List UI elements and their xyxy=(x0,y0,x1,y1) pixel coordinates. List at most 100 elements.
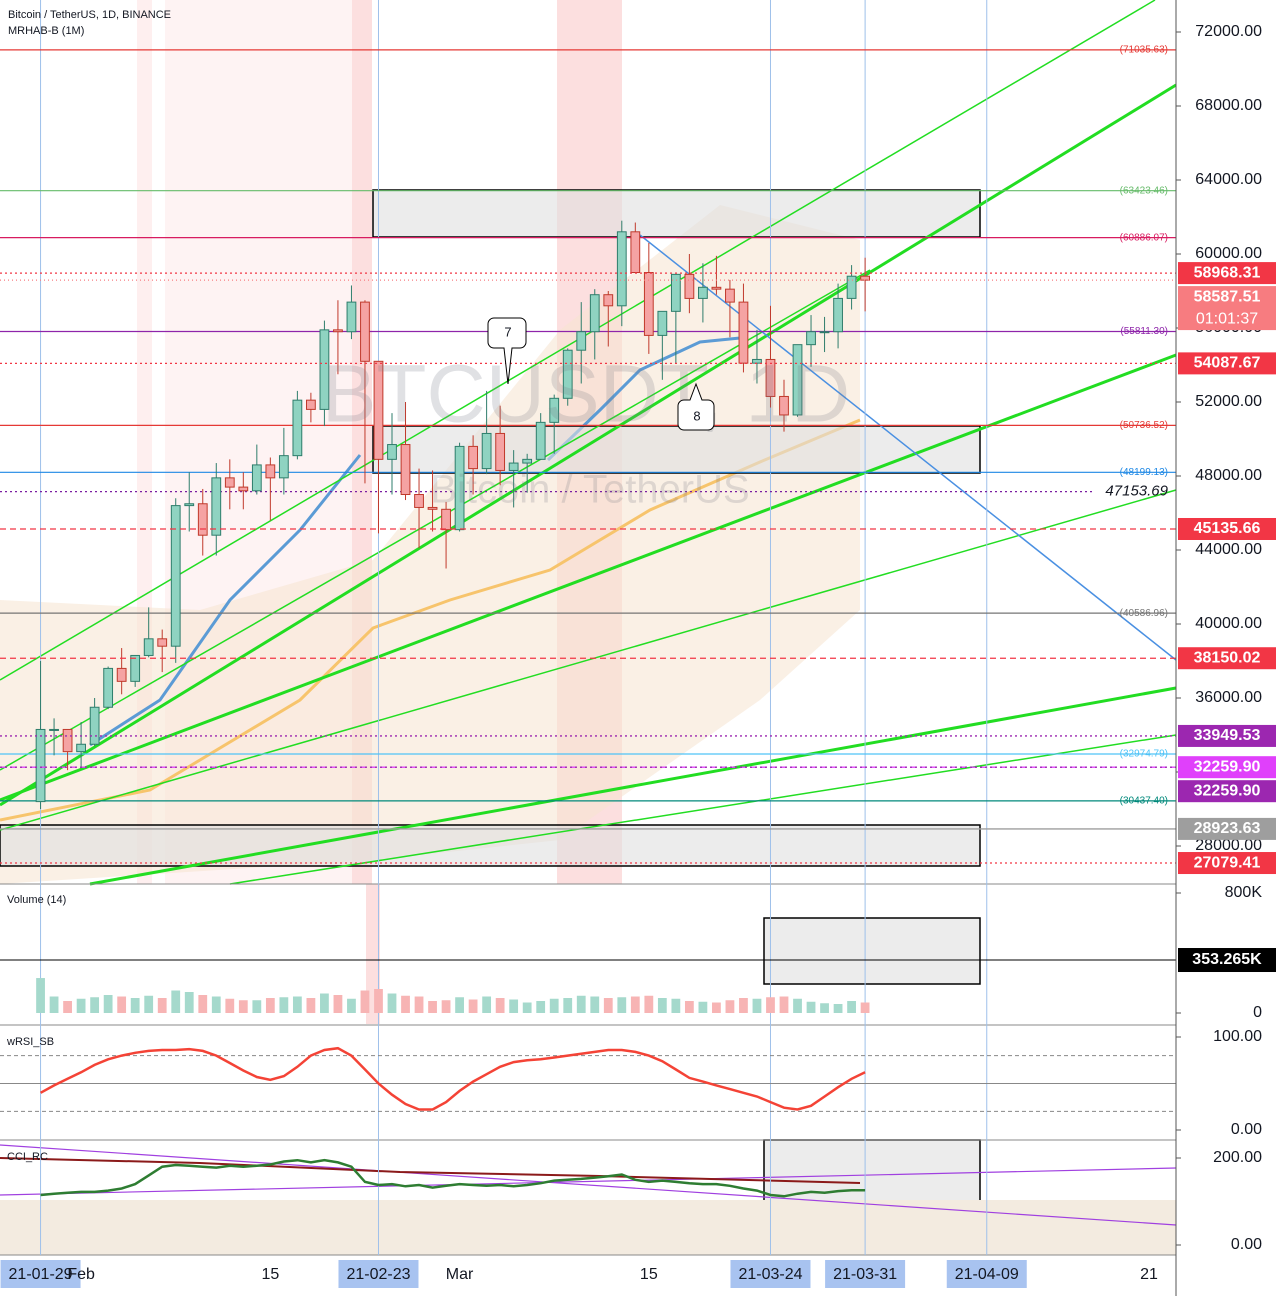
volume-bar xyxy=(820,1003,829,1013)
y-tick-label: 64000.00 xyxy=(1195,171,1262,188)
y-tick-label: 200.00 xyxy=(1213,1149,1262,1166)
candle-body xyxy=(684,273,695,299)
volume-bar xyxy=(860,1002,870,1013)
volume-bar xyxy=(320,993,329,1013)
trend-line xyxy=(0,1167,1177,1196)
volume-bar xyxy=(752,998,762,1013)
x-tick-highlight xyxy=(946,1260,1027,1288)
x-tick-label: 15 xyxy=(640,1266,658,1283)
price-label: 54087.67 xyxy=(1194,355,1261,372)
drawings xyxy=(0,0,1280,1256)
level-label: (71035.63) xyxy=(1120,44,1168,55)
candle-body xyxy=(143,638,154,656)
y-tick-label: 44000.00 xyxy=(1195,541,1262,558)
candle-body xyxy=(806,331,816,346)
x-tick-highlight xyxy=(730,1260,811,1288)
candle-body xyxy=(481,432,492,470)
volume-bar xyxy=(117,996,127,1013)
volume-bar xyxy=(455,997,464,1013)
candle-body xyxy=(197,503,208,536)
volume-bar xyxy=(698,1001,708,1013)
zone-box xyxy=(372,189,981,238)
y-tick-label: 60000.00 xyxy=(1195,245,1262,262)
level-label: (40586.96) xyxy=(1120,608,1168,619)
candle-body xyxy=(238,486,249,492)
level-label: (63423.46) xyxy=(1120,185,1168,196)
volume-bar xyxy=(630,996,640,1013)
volume-bar xyxy=(779,996,789,1013)
candle-body xyxy=(319,329,330,410)
x-tick-label: Feb xyxy=(67,1266,95,1283)
volume-bar xyxy=(806,1001,816,1013)
volume-bar xyxy=(63,1001,72,1013)
callout xyxy=(677,382,715,431)
price-label-box xyxy=(1178,647,1276,670)
candle-body xyxy=(224,477,235,488)
trend-line xyxy=(0,1144,1177,1226)
pane-title: CCI_RC xyxy=(7,1151,48,1163)
volume-bar xyxy=(252,1000,262,1013)
candle-body xyxy=(535,421,546,460)
price-label-box xyxy=(1178,817,1276,840)
price-label: 45135.66 xyxy=(1194,520,1261,537)
annotation: 7 xyxy=(504,324,511,339)
volume-bar xyxy=(495,998,505,1013)
candle-body xyxy=(62,728,73,753)
candle-body xyxy=(454,445,465,531)
volume-bar xyxy=(184,992,194,1013)
pane-title: Volume (14) xyxy=(7,894,66,906)
moving-average xyxy=(89,454,362,747)
x-tick-label: 21-01-29 xyxy=(9,1266,73,1283)
indicator-line xyxy=(39,1046,866,1111)
candle-body xyxy=(49,728,59,731)
x-tick-label: 21-02-23 xyxy=(346,1266,410,1283)
level-label: (30437.40) xyxy=(1120,796,1168,807)
volume-bar xyxy=(333,995,343,1013)
y-tick-label: 800K xyxy=(1225,884,1263,901)
volume-label-box xyxy=(1178,948,1276,973)
zone-box xyxy=(0,824,981,867)
price-label-box xyxy=(1178,756,1276,779)
y-tick-label: 0.00 xyxy=(1231,1236,1262,1253)
volume-bar xyxy=(725,1000,735,1013)
watermark-subtitle: Bitcoin / TetherUS xyxy=(430,468,749,512)
candle-body xyxy=(427,506,438,510)
marks xyxy=(0,0,1176,1255)
level-label: (48199.13) xyxy=(1120,467,1168,478)
level-label: (32974.79) xyxy=(1120,749,1168,760)
x-tick-label: 15 xyxy=(261,1266,279,1283)
volume-bar xyxy=(157,998,167,1013)
candle-body xyxy=(549,397,560,423)
candle-body xyxy=(576,331,587,351)
candle-body xyxy=(698,286,708,299)
candle-body xyxy=(468,445,478,470)
y-tick-label: 28000.00 xyxy=(1195,837,1262,854)
candle-body xyxy=(765,358,776,397)
price-label: 27079.41 xyxy=(1194,854,1261,871)
y-tick-label: 48000.00 xyxy=(1195,467,1262,484)
price-label-box xyxy=(1178,724,1276,747)
candle-body xyxy=(306,399,316,410)
volume-bar xyxy=(766,997,775,1013)
candle-body xyxy=(441,508,451,531)
volume-bar xyxy=(103,995,113,1013)
volume-bar xyxy=(563,998,573,1013)
trend-line xyxy=(0,83,1177,807)
price-label: 28923.63 xyxy=(1194,820,1261,837)
price-label: 33949.53 xyxy=(1194,727,1261,744)
candle-body xyxy=(616,231,627,307)
volume-bar xyxy=(536,1001,546,1013)
trend-line xyxy=(229,734,1177,885)
cloud xyxy=(0,205,860,884)
volume-bar xyxy=(590,996,600,1013)
volume-bar xyxy=(793,998,802,1013)
x-tick-label: 21-03-24 xyxy=(738,1266,802,1283)
volume-bar xyxy=(144,995,154,1013)
x-tick-label: Mar xyxy=(446,1266,474,1283)
volume-bar xyxy=(130,998,140,1013)
volume-bar xyxy=(684,1001,694,1013)
candle-body xyxy=(360,301,370,362)
level-label: (55811.30) xyxy=(1120,326,1168,337)
annotation: 8 xyxy=(693,408,700,423)
